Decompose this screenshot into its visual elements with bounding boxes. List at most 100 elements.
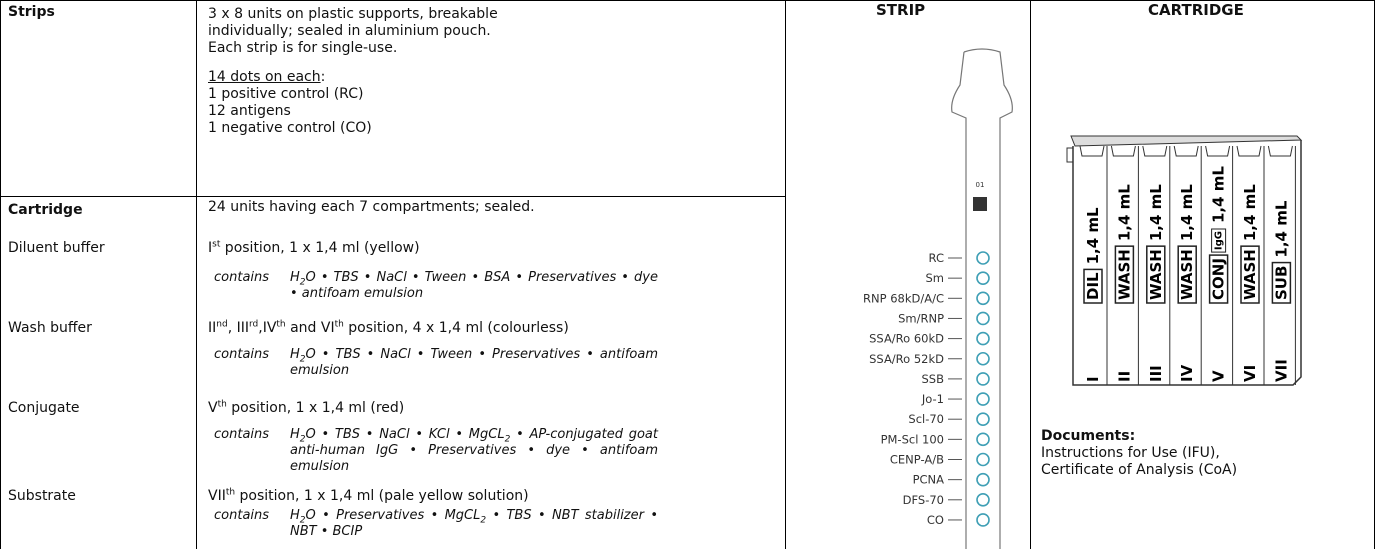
dot — [976, 472, 990, 487]
script-text: 2 — [504, 434, 511, 445]
dot — [976, 372, 990, 386]
compartment-label: CONJ IgG 1,4 mL — [1208, 166, 1229, 304]
tag-box — [1083, 268, 1103, 304]
cartridge-tab — [1066, 147, 1074, 163]
analyte-label: Scl-70 — [908, 412, 944, 426]
well-top — [1142, 145, 1168, 157]
compartment-tag: WASH — [1115, 249, 1133, 300]
tag-box — [1208, 254, 1229, 304]
text-line: Each strip is for single-use. — [208, 40, 398, 56]
strips-description: 3 x 8 units on plastic supports, breakab… — [208, 6, 498, 137]
border — [0, 0, 1, 549]
compartment-volume: 1,4 mL — [1241, 184, 1259, 241]
text-run: O • TBS • NaCl • KCl • MgCL — [305, 427, 505, 442]
tag-box — [1177, 245, 1197, 304]
document-line: Certificate of Analysis (CoA) — [1041, 462, 1238, 478]
analyte-label: DFS-70 — [903, 493, 944, 507]
compartment-tag: WASH — [1178, 249, 1196, 300]
text-run: position, 1 x 1,4 ml (pale yellow soluti… — [235, 488, 529, 504]
dot — [976, 412, 990, 427]
well-top — [1205, 145, 1231, 157]
script-text: nd — [216, 319, 228, 330]
compartment-tag: WASH — [1241, 249, 1259, 300]
dot — [976, 251, 990, 265]
text-run: and VI — [285, 320, 335, 336]
border — [196, 0, 197, 549]
compartment-tag: SUB — [1272, 266, 1290, 300]
cartridge-description: 24 units having each 7 compartments; sea… — [208, 199, 535, 215]
contains-text: H2O • TBS • NaCl • Tween • BSA • Preserv… — [290, 270, 658, 302]
compartment-numeral: III — [1147, 365, 1165, 382]
strip-barcode — [973, 197, 987, 211]
text-run: O • Preservatives • MgCL — [305, 508, 481, 523]
contains-text: H2O • TBS • NaCl • Tween • Preservatives… — [290, 347, 658, 379]
script-text: th — [217, 399, 227, 410]
dot — [976, 311, 990, 326]
border — [0, 0, 1375, 1]
text-run: position, 1 x 1,4 ml (yellow) — [220, 240, 420, 256]
compartment-volume: 1,4 mL — [1115, 184, 1133, 241]
well-top — [1236, 145, 1262, 157]
contains-text: H2O • Preservatives • MgCL2 • TBS • NBT … — [290, 508, 658, 540]
dot — [976, 432, 990, 447]
compartment-numeral: I — [1084, 376, 1102, 382]
compartment-label: SUB 1,4 mL — [1271, 200, 1292, 304]
contains-label: contains — [214, 347, 270, 362]
script-text: 2 — [299, 277, 306, 288]
compartment-extra: IgG — [1214, 231, 1225, 250]
compartment-numeral: VII — [1272, 359, 1290, 382]
strip-outline — [951, 48, 1013, 549]
row-label: Strips — [8, 4, 55, 20]
tag-box — [1114, 245, 1135, 304]
compartment-tag: WASH — [1147, 249, 1165, 300]
extra-box — [1211, 228, 1227, 253]
figure-title: STRIP — [876, 1, 926, 19]
item-position: Ist position, 1 x 1,4 ml (yellow) — [208, 240, 420, 257]
text-line: 3 x 8 units on plastic supports, breakab… — [208, 6, 498, 22]
script-text: 2 — [299, 515, 306, 526]
compartment-numeral: VI — [1241, 365, 1259, 382]
compartment-label: DIL 1,4 mL — [1083, 207, 1103, 304]
compartment-volume: 1,4 mL — [1147, 184, 1165, 241]
analyte-label: RC — [929, 251, 944, 265]
documents-title: Documents: — [1041, 428, 1136, 444]
text-run: O • TBS • NaCl • Tween • Preservatives •… — [290, 347, 658, 378]
dot — [976, 331, 990, 346]
script-text: th — [225, 487, 236, 498]
compartment-volume: 1,4 mL — [1272, 200, 1290, 257]
text-run: O • TBS • NaCl • Tween • BSA • Preservat… — [290, 270, 658, 301]
text-line: individually; sealed in aluminium pouch. — [208, 23, 491, 39]
analyte-label: Sm/RNP — [898, 311, 944, 325]
item-name: Wash buffer — [8, 320, 92, 336]
dot — [976, 291, 990, 306]
tag-box — [1271, 261, 1292, 304]
well-top — [1079, 145, 1105, 157]
text-run: , III — [227, 320, 249, 336]
text-run: V — [208, 400, 218, 416]
compartment-tag: DIL — [1084, 272, 1102, 300]
item-name: Conjugate — [8, 400, 80, 416]
text-line: 1 negative control (CO) — [208, 120, 372, 136]
well-top — [1267, 145, 1293, 157]
cartridge-body — [1072, 140, 1302, 386]
compartment-volume: 1,4 mL — [1084, 207, 1102, 264]
strip-code: 01 — [976, 181, 985, 189]
text-line: 14 dots on each: — [208, 69, 498, 86]
contains-text: H2O • TBS • NaCl • KCl • MgCL2 • AP-conj… — [290, 427, 658, 475]
script-text: th — [276, 319, 286, 330]
text-run: H — [290, 270, 300, 285]
border — [0, 196, 786, 197]
text-line: 12 antigens — [208, 103, 291, 119]
analyte-label: RNP 68kD/A/C — [863, 291, 944, 305]
document-line: Instructions for Use (IFU), — [1041, 445, 1220, 461]
compartment-label: WASH 1,4 mL — [1177, 184, 1197, 304]
contains-label: contains — [214, 508, 270, 523]
contains-label: contains — [214, 270, 270, 285]
text-run: II — [208, 320, 217, 336]
compartment-label: WASH 1,4 mL — [1240, 184, 1260, 304]
compartment-numeral: V — [1210, 370, 1228, 382]
item-name: Substrate — [8, 488, 76, 504]
tag-box — [1146, 245, 1166, 304]
text-run: H — [290, 347, 300, 362]
